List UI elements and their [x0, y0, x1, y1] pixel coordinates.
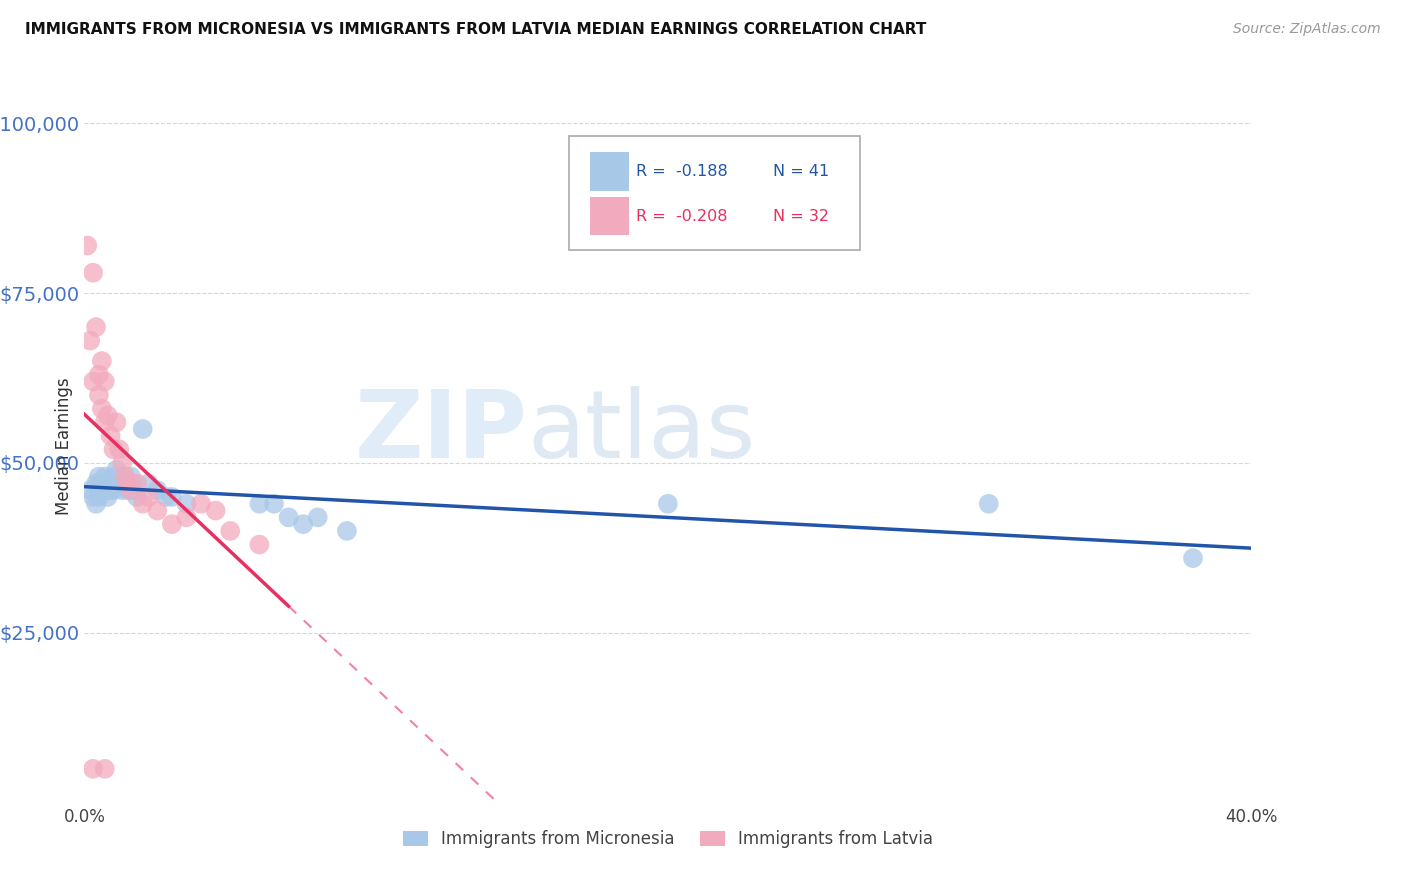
Point — [87, 483, 110, 498]
Point — [105, 463, 128, 477]
Point — [132, 422, 155, 436]
Point — [249, 537, 271, 551]
Text: atlas: atlas — [527, 385, 756, 478]
Point — [160, 517, 183, 532]
Point — [90, 476, 112, 491]
Point — [138, 476, 160, 491]
Point — [111, 483, 134, 498]
Point — [176, 510, 198, 524]
Point — [146, 503, 169, 517]
Point — [94, 483, 117, 498]
Point — [79, 334, 101, 348]
Point — [120, 469, 142, 483]
Point — [146, 483, 169, 498]
Text: R =  -0.188: R = -0.188 — [637, 164, 728, 178]
Point — [114, 469, 136, 483]
Point — [111, 456, 134, 470]
Point — [84, 320, 107, 334]
Y-axis label: Median Earnings: Median Earnings — [55, 377, 73, 515]
Text: N = 32: N = 32 — [773, 209, 830, 224]
Point — [94, 375, 117, 389]
Point — [1182, 551, 1205, 566]
Point — [82, 375, 104, 389]
Point — [76, 238, 98, 252]
Point — [97, 476, 120, 491]
Point — [277, 510, 299, 524]
Point — [120, 483, 142, 498]
Point — [219, 524, 242, 538]
Text: ZIP: ZIP — [354, 385, 527, 478]
Point — [84, 476, 107, 491]
Point — [87, 490, 110, 504]
Point — [87, 368, 110, 382]
Point — [87, 469, 110, 483]
Point — [103, 483, 125, 498]
Point — [155, 490, 177, 504]
Point — [103, 442, 125, 457]
Legend: Immigrants from Micronesia, Immigrants from Latvia: Immigrants from Micronesia, Immigrants f… — [396, 824, 939, 855]
Point — [82, 266, 104, 280]
Point — [100, 476, 122, 491]
Point — [249, 497, 271, 511]
Point — [120, 476, 142, 491]
Point — [90, 483, 112, 498]
Point — [94, 762, 117, 776]
Point — [125, 490, 148, 504]
Point — [263, 497, 285, 511]
Point — [79, 483, 101, 498]
FancyBboxPatch shape — [589, 152, 630, 191]
Point — [292, 517, 315, 532]
Text: R =  -0.208: R = -0.208 — [637, 209, 728, 224]
Point — [657, 497, 679, 511]
FancyBboxPatch shape — [589, 197, 630, 235]
Point — [97, 490, 120, 504]
Text: Source: ZipAtlas.com: Source: ZipAtlas.com — [1233, 22, 1381, 37]
Point — [132, 497, 155, 511]
Point — [94, 469, 117, 483]
Point — [160, 490, 183, 504]
Point — [138, 490, 160, 504]
Point — [307, 510, 329, 524]
Point — [84, 497, 107, 511]
FancyBboxPatch shape — [568, 136, 860, 250]
Point — [122, 483, 145, 498]
Point — [105, 415, 128, 429]
Point — [204, 503, 226, 517]
Point — [90, 401, 112, 416]
Point — [108, 476, 131, 491]
Point — [190, 497, 212, 511]
Point — [82, 490, 104, 504]
Text: IMMIGRANTS FROM MICRONESIA VS IMMIGRANTS FROM LATVIA MEDIAN EARNINGS CORRELATION: IMMIGRANTS FROM MICRONESIA VS IMMIGRANTS… — [25, 22, 927, 37]
Point — [176, 497, 198, 511]
Point — [100, 483, 122, 498]
Point — [100, 429, 122, 443]
Point — [977, 497, 1000, 511]
Point — [87, 388, 110, 402]
Point — [117, 483, 139, 498]
Point — [90, 354, 112, 368]
Point — [108, 442, 131, 457]
Point — [82, 762, 104, 776]
Point — [336, 524, 359, 538]
Point — [103, 469, 125, 483]
Point — [117, 476, 139, 491]
Text: N = 41: N = 41 — [773, 164, 830, 178]
Point — [114, 469, 136, 483]
Point — [94, 415, 117, 429]
Point — [97, 409, 120, 423]
Point — [125, 476, 148, 491]
